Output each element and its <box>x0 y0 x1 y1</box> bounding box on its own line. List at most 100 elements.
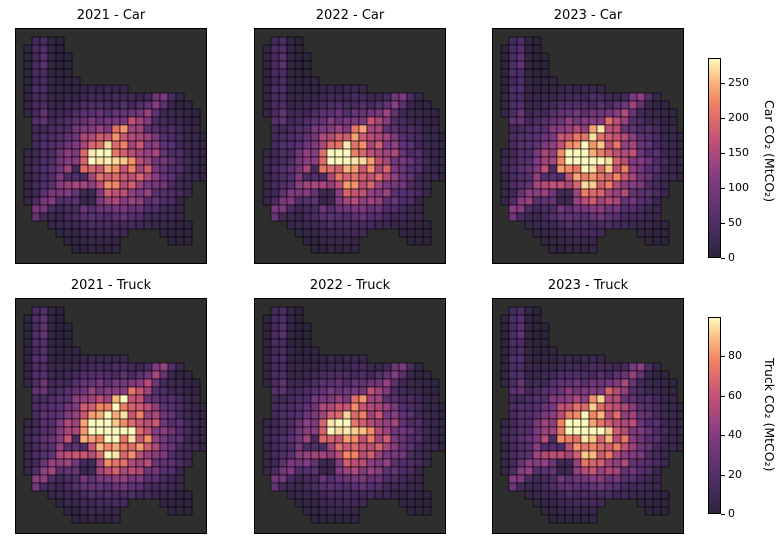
grid-cell <box>127 394 137 404</box>
grid-cell <box>350 124 360 134</box>
grid-cell <box>39 76 49 86</box>
grid-cell <box>342 426 352 436</box>
grid-cell <box>55 188 65 198</box>
grid-cell <box>556 426 566 436</box>
grid-cell <box>350 370 360 380</box>
grid-cell <box>668 108 678 118</box>
grid-cell <box>151 116 161 126</box>
grid-cell <box>524 108 534 118</box>
grid-cell <box>508 362 518 372</box>
grid-cell <box>588 228 598 238</box>
grid-cell <box>390 100 400 110</box>
grid-cell <box>286 434 296 444</box>
grid-cell <box>660 220 670 230</box>
grid-cell <box>39 370 49 380</box>
grid-cell <box>302 490 312 500</box>
grid-cell <box>55 116 65 126</box>
grid-cell <box>596 132 606 142</box>
grid-cell <box>358 418 368 428</box>
grid-cell <box>532 474 542 484</box>
grid-cell <box>159 362 169 372</box>
grid-cell <box>548 108 558 118</box>
grid-cell <box>620 156 630 166</box>
grid-cell <box>438 418 445 428</box>
grid-cell <box>334 418 344 428</box>
grid-cell <box>183 450 193 460</box>
grid-cell <box>278 450 288 460</box>
grid-cell <box>548 514 558 524</box>
grid-cell <box>31 76 41 86</box>
grid-cell <box>302 108 312 118</box>
grid-cell <box>358 84 368 94</box>
grid-cell <box>358 132 368 142</box>
grid-cell <box>532 450 542 460</box>
grid-cell <box>167 132 177 142</box>
grid-cell <box>278 306 288 316</box>
grid-cell <box>572 148 582 158</box>
grid-cell <box>652 180 662 190</box>
grid-cell <box>644 164 654 174</box>
grid-cell <box>39 458 49 468</box>
grid-cell <box>390 490 400 500</box>
grid-cell <box>604 140 614 150</box>
grid-cell <box>103 236 113 246</box>
grid-cell <box>55 172 65 182</box>
colorbar-tick-mark <box>721 188 725 189</box>
grid-cell <box>55 164 65 174</box>
grid-cell <box>47 386 57 396</box>
grid-cell <box>103 426 113 436</box>
grid-cell <box>302 402 312 412</box>
grid-cell <box>278 92 288 102</box>
grid-cell <box>294 156 304 166</box>
grid-cell <box>143 220 153 230</box>
grid-cell <box>644 458 654 468</box>
grid-cell <box>556 474 566 484</box>
grid-cell <box>294 314 304 324</box>
grid-cell <box>588 116 598 126</box>
grid-cell <box>71 474 81 484</box>
grid-cell <box>127 100 137 110</box>
grid-cell <box>95 156 105 166</box>
grid-cell <box>183 418 193 428</box>
grid-cell <box>175 370 185 380</box>
grid-cell <box>382 132 392 142</box>
grid-cell <box>430 418 440 428</box>
grid-cell <box>270 132 280 142</box>
grid-cell <box>596 220 606 230</box>
grid-cell <box>516 92 526 102</box>
grid-cell <box>564 236 574 246</box>
grid-cell <box>406 92 416 102</box>
grid-cell <box>652 100 662 110</box>
grid-cell <box>342 196 352 206</box>
grid-cell <box>532 426 542 436</box>
grid-cell <box>652 172 662 182</box>
grid-cells <box>23 306 206 524</box>
grid-cell <box>87 490 97 500</box>
grid-cell <box>79 228 89 238</box>
grid-cell <box>270 434 280 444</box>
grid-cell <box>644 140 654 150</box>
grid-cell <box>302 346 312 356</box>
grid-cell <box>111 354 121 364</box>
grid-cell <box>382 148 392 158</box>
grid-cell <box>366 172 376 182</box>
grid-cell <box>326 220 336 230</box>
grid-cell <box>588 180 598 190</box>
grid-cell <box>135 370 145 380</box>
grid-cell <box>262 196 272 206</box>
grid-cell <box>119 402 129 412</box>
grid-cell <box>111 204 121 214</box>
grid-cell <box>278 474 288 484</box>
grid-cell <box>334 386 344 396</box>
grid-cell <box>652 434 662 444</box>
grid-cell <box>135 442 145 452</box>
grid-cell <box>39 140 49 150</box>
grid-cell <box>270 196 280 206</box>
grid-cell <box>87 116 97 126</box>
colorbar-tick-mark <box>721 435 725 436</box>
grid-cell <box>318 426 328 436</box>
grid-cell <box>406 386 416 396</box>
grid-cell <box>572 362 582 372</box>
grid-cell <box>310 490 320 500</box>
grid-cell <box>342 100 352 110</box>
